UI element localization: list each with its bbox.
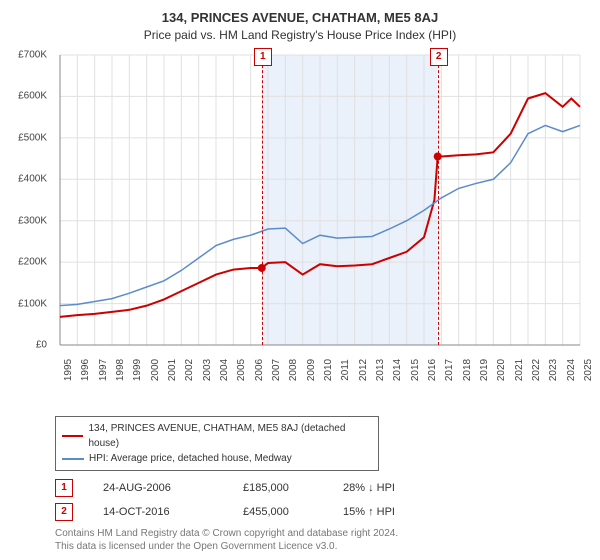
x-tick-label: 2018 <box>462 359 473 381</box>
x-tick-label: 2024 <box>566 359 577 381</box>
x-tick-label: 2001 <box>167 359 178 381</box>
legend: 134, PRINCES AVENUE, CHATHAM, ME5 8AJ (d… <box>55 416 379 471</box>
x-tick-label: 2011 <box>340 359 351 381</box>
x-tick-label: 2005 <box>236 359 247 381</box>
x-tick-label: 2019 <box>479 359 490 381</box>
price-chart: £0£100K£200K£300K£400K£500K£600K£700K199… <box>10 50 590 410</box>
x-tick-label: 2007 <box>271 359 282 381</box>
transaction-diff: 15% ↑ HPI <box>343 506 443 518</box>
x-tick-label: 2002 <box>184 359 195 381</box>
x-tick-label: 2009 <box>306 359 317 381</box>
x-tick-label: 2022 <box>531 359 542 381</box>
x-tick-label: 1998 <box>115 359 126 381</box>
transaction-date: 14-OCT-2016 <box>103 506 213 518</box>
x-tick-label: 1995 <box>63 359 74 381</box>
transactions: 1 24-AUG-2006 £185,000 28% ↓ HPI 2 14-OC… <box>55 479 590 521</box>
x-tick-label: 2014 <box>392 359 403 381</box>
x-tick-label: 2023 <box>548 359 559 381</box>
footer-line1: Contains HM Land Registry data © Crown c… <box>55 527 590 540</box>
marker-annotation: 2 <box>430 48 448 66</box>
y-tick-label: £700K <box>2 50 47 61</box>
transaction-price: £185,000 <box>243 482 313 494</box>
x-tick-label: 2010 <box>323 359 334 381</box>
transaction-row: 1 24-AUG-2006 £185,000 28% ↓ HPI <box>55 479 590 497</box>
marker-dashed-line <box>262 50 263 345</box>
y-tick-label: £0 <box>2 340 47 351</box>
y-tick-label: £400K <box>2 174 47 185</box>
x-tick-label: 2020 <box>496 359 507 381</box>
y-tick-label: £200K <box>2 257 47 268</box>
x-tick-label: 2006 <box>254 359 265 381</box>
footer-attribution: Contains HM Land Registry data © Crown c… <box>55 527 590 553</box>
x-tick-label: 2025 <box>583 359 594 381</box>
page-subtitle: Price paid vs. HM Land Registry's House … <box>10 28 590 42</box>
x-tick-label: 2000 <box>150 359 161 381</box>
x-tick-label: 1997 <box>98 359 109 381</box>
x-tick-label: 2015 <box>410 359 421 381</box>
transaction-diff: 28% ↓ HPI <box>343 482 443 494</box>
x-tick-label: 2021 <box>514 359 525 381</box>
y-tick-label: £600K <box>2 91 47 102</box>
transaction-price: £455,000 <box>243 506 313 518</box>
x-tick-label: 2008 <box>288 359 299 381</box>
marker-annotation: 1 <box>254 48 272 66</box>
chart-svg <box>55 50 585 350</box>
x-tick-label: 1996 <box>80 359 91 381</box>
x-tick-label: 2012 <box>358 359 369 381</box>
transaction-date: 24-AUG-2006 <box>103 482 213 494</box>
transaction-row: 2 14-OCT-2016 £455,000 15% ↑ HPI <box>55 503 590 521</box>
x-tick-label: 2017 <box>444 359 455 381</box>
legend-swatch-property <box>62 435 83 437</box>
x-tick-label: 2013 <box>375 359 386 381</box>
x-tick-label: 2004 <box>219 359 230 381</box>
legend-item-property: 134, PRINCES AVENUE, CHATHAM, ME5 8AJ (d… <box>62 421 372 451</box>
x-tick-label: 2003 <box>202 359 213 381</box>
legend-label-hpi: HPI: Average price, detached house, Medw… <box>89 451 292 466</box>
legend-label-property: 134, PRINCES AVENUE, CHATHAM, ME5 8AJ (d… <box>88 421 372 451</box>
y-tick-label: £100K <box>2 298 47 309</box>
legend-swatch-hpi <box>62 458 84 460</box>
page-title: 134, PRINCES AVENUE, CHATHAM, ME5 8AJ <box>10 10 590 25</box>
y-tick-label: £500K <box>2 132 47 143</box>
legend-item-hpi: HPI: Average price, detached house, Medw… <box>62 451 372 466</box>
footer-line2: This data is licensed under the Open Gov… <box>55 540 590 553</box>
y-tick-label: £300K <box>2 215 47 226</box>
transaction-marker: 2 <box>55 503 73 521</box>
transaction-marker: 1 <box>55 479 73 497</box>
x-tick-label: 1999 <box>132 359 143 381</box>
marker-dashed-line <box>438 50 439 345</box>
x-tick-label: 2016 <box>427 359 438 381</box>
